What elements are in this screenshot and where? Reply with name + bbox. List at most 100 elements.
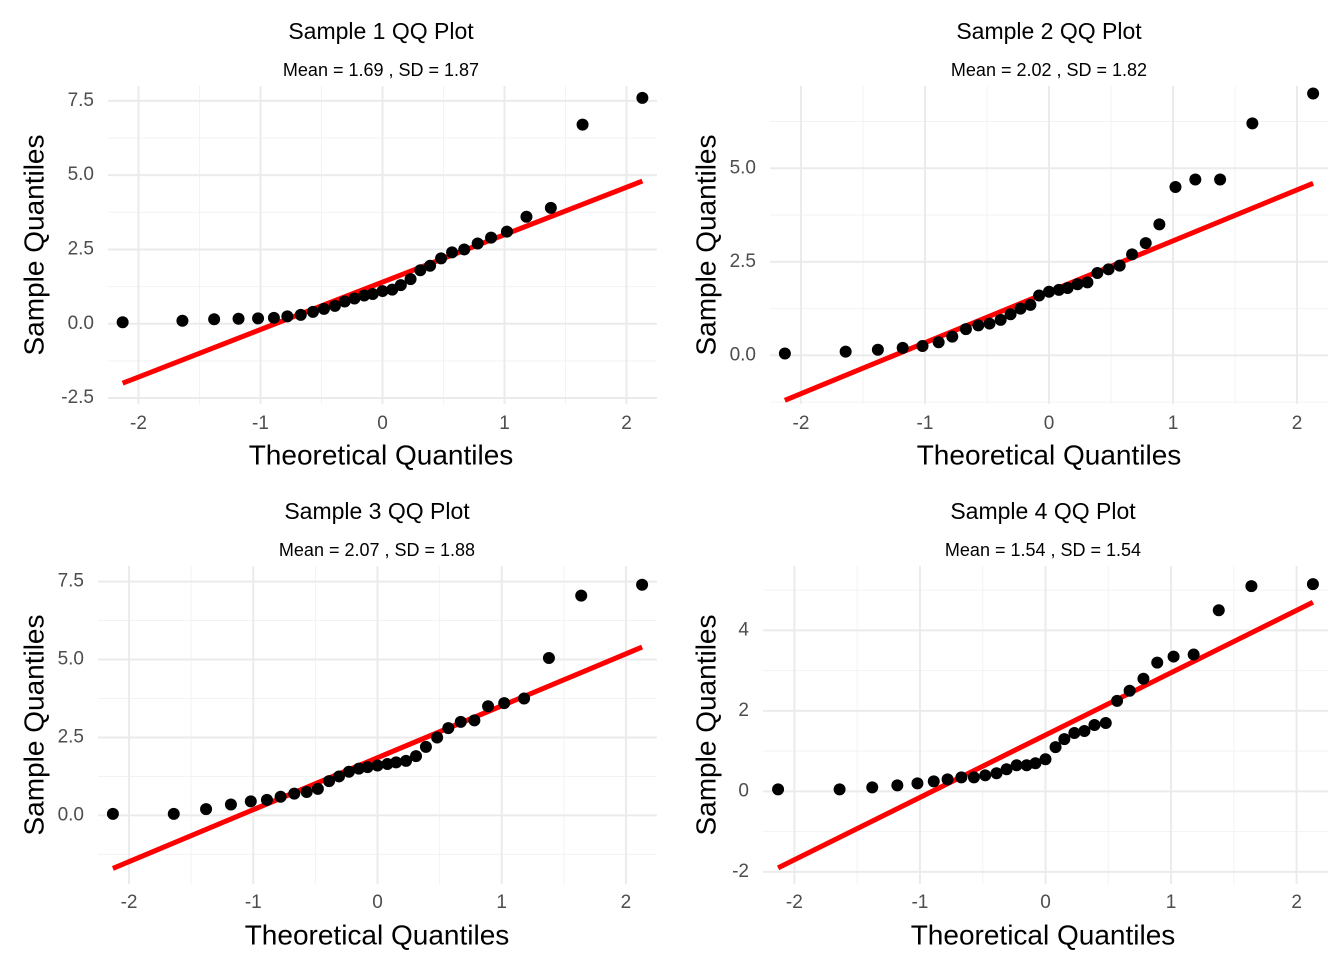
y-tick-label: 5.0 [730,157,756,178]
y-axis-title: Sample Quantiles [690,614,721,835]
qq-point [338,295,351,308]
qq-panel-4: -2 -1 0 1 2 -2 0 2 4 Sample 4 QQ Plot Mean = 1.54 … [690,498,1328,950]
qq-point [891,779,904,792]
qq-point [300,786,313,799]
y-tick-label: 0.0 [68,313,94,334]
qq-point [575,589,588,602]
qq-point [294,308,307,321]
qq-point [311,782,324,795]
qq-point [1043,285,1055,298]
qq-point [431,731,444,744]
qq-point [232,312,245,325]
y-axis-title: Sample Quantiles [18,134,49,355]
qq-reference-line [121,178,644,386]
y-tick-label: 7.5 [68,90,94,111]
x-tick-label: 0 [372,892,383,913]
qq-point [1113,259,1126,272]
x-tick-label: 0 [1044,413,1055,434]
qq-point [994,313,1007,326]
x-tick-label: 1 [1166,892,1177,913]
qq-point [772,783,785,796]
qq-point [410,750,423,763]
qq-point [778,347,791,360]
qq-point [990,767,1003,780]
qq-panel-1: -2 -1 0 1 2 -2.5 0.0 2.5 5.0 7.5 Sample 1 QQ Plot M… [18,18,657,470]
qq-point [544,201,557,214]
y-tick-label: -2 [732,861,749,882]
qq-point [471,237,484,250]
qq-point [366,288,379,301]
qq-panel-3: -2 -1 0 1 2 0.0 2.5 5.0 7.5 Sample 3 QQ Plot Mean … [18,498,657,950]
x-tick-label: 2 [621,892,632,913]
qq-point [404,273,417,286]
qq-point [267,311,280,324]
qq-point [916,340,929,353]
y-tick-label: 2.5 [68,238,94,259]
x-axis-title: Theoretical Quantiles [917,439,1182,470]
x-tick-label: 0 [377,413,388,434]
panel-title: Sample 4 QQ Plot [950,498,1136,524]
qq-point [328,299,341,312]
qq-point [866,781,879,794]
qq-point [972,319,985,332]
qq-point [419,740,432,753]
qq-point [1306,578,1319,591]
qq-point [1139,237,1152,250]
qq-point [1123,684,1136,697]
qq-point [1039,753,1052,766]
qq-point [1014,302,1027,315]
qq-point [967,771,980,784]
qq-point [520,210,533,223]
qq-point [482,700,495,713]
y-tick-label: 7.5 [58,571,84,592]
qq-point [1153,218,1166,231]
qq-point [927,775,940,788]
qq-point [361,761,374,774]
x-tick-label: 1 [496,892,507,913]
y-tick-label: 4 [738,619,749,640]
panel-title: Sample 2 QQ Plot [956,18,1142,44]
qq-point [839,345,852,358]
qq-point [454,715,467,728]
qq-point [390,756,403,769]
x-tick-label: 2 [1291,892,1302,913]
qq-point [400,754,413,767]
panel-title: Sample 3 QQ Plot [284,498,470,524]
x-tick-label: -1 [252,413,269,434]
qq-point [983,317,996,330]
x-tick-label: 0 [1040,892,1051,913]
qq-point [1102,263,1115,276]
qq-point [414,264,427,277]
qq-point [244,795,257,808]
y-tick-label: 5.0 [68,164,94,185]
x-tick-label: 2 [1292,413,1303,434]
qq-point [1058,733,1071,746]
x-tick-label: -1 [245,892,262,913]
qq-point [833,783,846,796]
qq-point [288,787,301,800]
y-tick-label: -2.5 [61,387,94,408]
y-tick-label: 0 [738,780,749,801]
y-axis-title: Sample Quantiles [690,134,721,355]
x-tick-label: 1 [1168,413,1179,434]
qq-point [394,279,407,292]
x-axis-title: Theoretical Quantiles [245,919,510,950]
qq-point [636,578,649,591]
panel-subtitle: Mean = 2.02 , SD = 1.82 [951,60,1147,80]
qq-point [435,252,448,265]
qq-point [106,807,119,820]
qq-point [1061,282,1074,295]
qq-point [1049,741,1062,754]
qq-point [871,343,884,356]
qq-point [1246,117,1259,130]
panel-subtitle: Mean = 1.54 , SD = 1.54 [945,540,1141,560]
qq-point [281,310,294,323]
y-tick-label: 2 [738,700,749,721]
qq-reference-line [111,644,644,871]
y-tick-label: 5.0 [58,649,84,670]
y-tick-label: 0.0 [730,344,756,365]
qq-point [1033,289,1046,302]
qq-point [1126,248,1139,261]
y-tick-label: 2.5 [730,251,756,272]
qq-reference-line [776,599,1315,871]
